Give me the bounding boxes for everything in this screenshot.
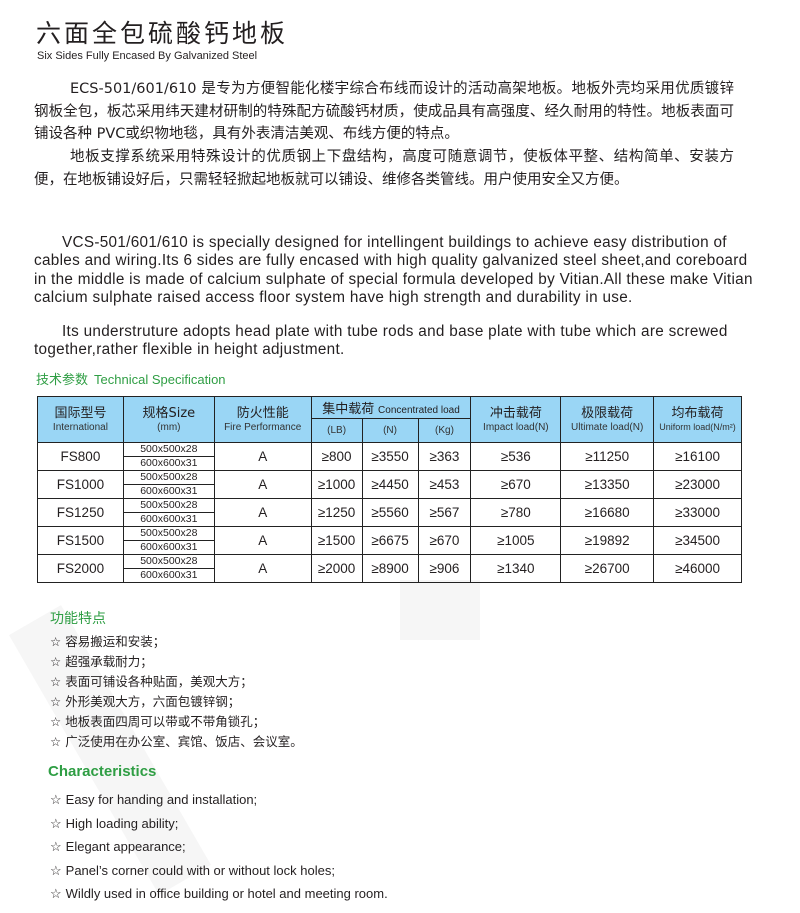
cell-n: ≥5560 bbox=[361, 498, 419, 527]
table-row: FS800 500x500x28 600x600x31 A ≥800 ≥3550 … bbox=[37, 442, 742, 471]
cell-kg: ≥363 bbox=[417, 442, 472, 471]
cell-lb: ≥1000 bbox=[310, 470, 363, 499]
star-icon: ☆ bbox=[50, 886, 62, 901]
star-icon: ☆ bbox=[50, 839, 62, 854]
cell-lb: ≥1500 bbox=[310, 526, 363, 555]
cell-impact: ≥536 bbox=[470, 442, 562, 471]
cell-size: 500x500x28 600x600x31 bbox=[122, 526, 215, 555]
cell-size: 500x500x28 600x600x31 bbox=[122, 442, 215, 471]
features-list: ☆ 容易搬运和安装； ☆ 超强承载耐力； ☆ 表面可铺设各种贴面，美观大方； ☆ 外形美观大方… bbox=[50, 632, 303, 752]
cell-uniform: ≥33000 bbox=[653, 498, 742, 527]
cell-fire: A bbox=[213, 526, 312, 555]
characteristics-heading: Characteristics bbox=[48, 763, 157, 780]
cell-kg: ≥567 bbox=[417, 498, 472, 527]
cell-lb: ≥1250 bbox=[310, 498, 363, 527]
characteristic-item: ☆ Easy for handing and installation; bbox=[50, 792, 258, 807]
header-uniform: 均布载荷 Uniform load(N/m²) bbox=[653, 396, 742, 443]
cn-paragraph: ECS-501/601/610 是专为方便智能化楼宇综合布线而设计的活动高架地板… bbox=[34, 81, 734, 142]
characteristic-item: ☆ Wildly used in office building or hotel… bbox=[50, 886, 388, 901]
cell-size: 500x500x28 600x600x31 bbox=[122, 554, 215, 583]
cell-n: ≥8900 bbox=[361, 554, 419, 583]
star-icon: ☆ bbox=[50, 815, 62, 831]
cell-n: ≥3550 bbox=[361, 442, 419, 471]
background-plate-image bbox=[400, 580, 480, 640]
cn-paragraph: 地板支撑系统采用特殊设计的优质钢上下盘结构，高度可随意调节，使板体平整、结构简单… bbox=[34, 149, 734, 188]
feature-item: ☆ 地板表面四周可以带或不带角锁孔； bbox=[50, 714, 266, 729]
cell-fire: A bbox=[213, 470, 312, 499]
cell-fire: A bbox=[213, 554, 312, 583]
cell-ultimate: ≥16680 bbox=[560, 498, 655, 527]
spec-heading: 技术参数 Technical Specification bbox=[36, 369, 226, 388]
header-fire: 防火性能 Fire Performance bbox=[213, 396, 312, 443]
spec-heading-en: Technical Specification bbox=[94, 372, 226, 387]
characteristic-item: ☆ High loading ability; bbox=[50, 815, 179, 831]
table-row: FS2000 500x500x28 600x600x31 A ≥2000 ≥890… bbox=[37, 554, 742, 583]
spec-heading-cn: 技术参数 bbox=[36, 373, 89, 388]
cell-model: FS800 bbox=[37, 442, 124, 471]
en-paragraph: VCS-501/601/610 is specially designed fo… bbox=[34, 234, 753, 306]
star-icon: ☆ bbox=[50, 714, 62, 729]
cell-ultimate: ≥19892 bbox=[560, 526, 655, 555]
star-icon: ☆ bbox=[50, 634, 62, 649]
cell-uniform: ≥23000 bbox=[653, 470, 742, 499]
cell-impact: ≥780 bbox=[470, 498, 562, 527]
feature-item: ☆ 表面可铺设各种贴面，美观大方； bbox=[50, 674, 253, 689]
cell-impact: ≥670 bbox=[470, 470, 562, 499]
star-icon: ☆ bbox=[50, 862, 62, 878]
characteristic-item: ☆ Elegant appearance; bbox=[50, 839, 186, 854]
cell-uniform: ≥34500 bbox=[653, 526, 742, 555]
cell-n: ≥4450 bbox=[361, 470, 419, 499]
cell-kg: ≥906 bbox=[417, 554, 472, 583]
header-lb: (LB) bbox=[310, 418, 363, 443]
header-concentrated: 集中载荷 Concentrated load bbox=[310, 396, 472, 419]
cell-size: 500x500x28 600x600x31 bbox=[122, 498, 215, 527]
header-n: (N) bbox=[361, 418, 419, 443]
star-icon: ☆ bbox=[50, 654, 62, 669]
header-kg: (Kg) bbox=[417, 418, 472, 443]
cell-model: FS1250 bbox=[37, 498, 124, 527]
header-ultimate: 极限载荷 Ultimate load(N) bbox=[560, 396, 655, 443]
cell-model: FS1000 bbox=[37, 470, 124, 499]
table-row: FS1000 500x500x28 600x600x31 A ≥1000 ≥445… bbox=[37, 470, 742, 499]
header-size: 规格Size (mm) bbox=[122, 396, 215, 443]
characteristic-item: ☆ Panel’s corner could with or without lo… bbox=[50, 862, 335, 878]
cell-lb: ≥800 bbox=[310, 442, 363, 471]
cell-fire: A bbox=[213, 498, 312, 527]
cell-lb: ≥2000 bbox=[310, 554, 363, 583]
star-icon: ☆ bbox=[50, 792, 62, 807]
cell-ultimate: ≥13350 bbox=[560, 470, 655, 499]
cell-size: 500x500x28 600x600x31 bbox=[122, 470, 215, 499]
spec-table: 国际型号 International 规格Size (mm) 防火性能 Fire Pe… bbox=[37, 396, 742, 583]
cell-fire: A bbox=[213, 442, 312, 471]
cell-impact: ≥1005 bbox=[470, 526, 562, 555]
table-row: FS1250 500x500x28 600x600x31 A ≥1250 ≥556… bbox=[37, 498, 742, 527]
cell-model: FS1500 bbox=[37, 526, 124, 555]
cell-ultimate: ≥26700 bbox=[560, 554, 655, 583]
cell-ultimate: ≥11250 bbox=[560, 442, 655, 471]
features-heading: 功能特点 bbox=[50, 611, 106, 627]
header-model: 国际型号 International bbox=[37, 396, 124, 443]
header-impact: 冲击载荷 Impact load(N) bbox=[470, 396, 562, 443]
feature-item: ☆ 外形美观大方，六面包镀锌钢； bbox=[50, 694, 241, 709]
feature-item: ☆ 广泛使用在办公室、宾馆、饭店、会议室。 bbox=[50, 734, 303, 749]
page-subtitle: Six Sides Fully Encased By Galvanized St… bbox=[37, 50, 258, 62]
cell-uniform: ≥16100 bbox=[653, 442, 742, 471]
cell-impact: ≥1340 bbox=[470, 554, 562, 583]
feature-item: ☆ 容易搬运和安装； bbox=[50, 634, 166, 649]
cell-n: ≥6675 bbox=[361, 526, 419, 555]
star-icon: ☆ bbox=[50, 674, 62, 689]
characteristics-list: ☆ Easy for handing and installation; ☆ High… bbox=[50, 792, 388, 910]
page-title: 六面全包硫酸钙地板 bbox=[36, 19, 289, 48]
cell-uniform: ≥46000 bbox=[653, 554, 742, 583]
cell-kg: ≥670 bbox=[417, 526, 472, 555]
en-paragraph: Its understruture adopts head plate with… bbox=[34, 323, 728, 359]
table-row: FS1500 500x500x28 600x600x31 A ≥1500 ≥667… bbox=[37, 526, 742, 555]
cell-model: FS2000 bbox=[37, 554, 124, 583]
feature-item: ☆ 超强承载耐力； bbox=[50, 654, 153, 669]
star-icon: ☆ bbox=[50, 694, 62, 709]
cell-kg: ≥453 bbox=[417, 470, 472, 499]
star-icon: ☆ bbox=[50, 734, 62, 749]
